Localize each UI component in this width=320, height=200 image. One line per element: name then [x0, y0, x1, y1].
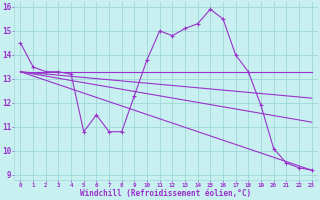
X-axis label: Windchill (Refroidissement éolien,°C): Windchill (Refroidissement éolien,°C) — [80, 189, 252, 198]
